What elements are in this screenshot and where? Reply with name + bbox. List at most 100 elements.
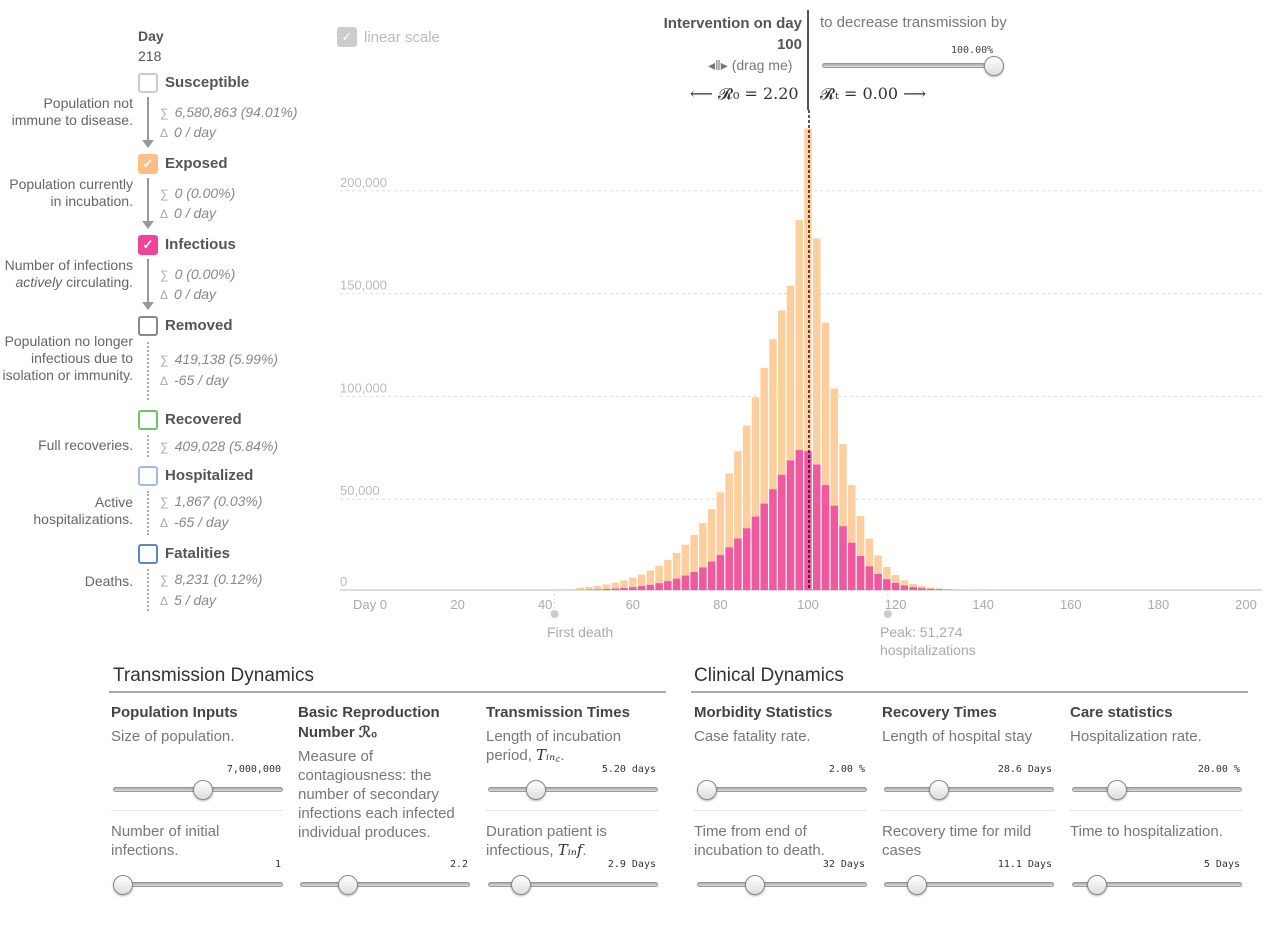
- infectious-bar: [646, 584, 655, 590]
- x-tick-label: 40: [538, 597, 552, 612]
- mild-recovery-slider[interactable]: 11.1 Days: [884, 859, 1054, 895]
- peak-label-line2: hospitalizations: [880, 642, 976, 658]
- flow-arrow: [147, 178, 149, 222]
- slider-thumb[interactable]: [192, 780, 213, 800]
- exposed-bar: [848, 485, 856, 590]
- r0-label: ⟵ 𝓡₀ = 2.20: [690, 84, 799, 103]
- decrease-transmission-value: 100.00%: [951, 45, 994, 56]
- slider-thumb[interactable]: [697, 780, 717, 800]
- sum-icon: ∑: [160, 573, 169, 587]
- transmission-times-heading: Transmission Times: [486, 704, 630, 721]
- flow-dotted-line: [147, 491, 149, 535]
- removed-checkbox[interactable]: [138, 316, 158, 336]
- basic-reproduction-panel: Basic Reproduction Number ℛ₀ Measure of …: [298, 700, 470, 842]
- hospitalized-checkbox[interactable]: [138, 466, 158, 486]
- infectious-bar: [891, 583, 900, 590]
- y-tick-label: 50,000: [340, 483, 380, 498]
- peak-marker: [883, 610, 892, 618]
- hospitalization-rate-value: 20.00 %: [1197, 764, 1240, 775]
- incubation-period-slider[interactable]: 5.20 days: [488, 764, 658, 800]
- intervention-drag-handle[interactable]: ◂‖▸ (drag me): [708, 57, 792, 74]
- infectious-bar: [655, 583, 663, 590]
- time-to-death-slider[interactable]: 32 Days: [697, 859, 867, 895]
- morbidity-statistics-heading: Morbidity Statistics: [694, 704, 833, 721]
- x-tick-label: 140: [972, 597, 994, 612]
- slider-thumb[interactable]: [929, 780, 949, 800]
- exposed-checkbox[interactable]: ✓: [138, 154, 158, 174]
- hospitalized-sum: ∑ 1,867 (0.03%): [160, 493, 263, 509]
- incubation-period-value: 5.20 days: [601, 764, 656, 775]
- delta-icon: Δ: [160, 207, 169, 221]
- slider-thumb[interactable]: [1087, 875, 1107, 895]
- x-tick-label: 20: [450, 597, 464, 612]
- initial-infections-slider[interactable]: 1: [113, 859, 283, 895]
- slider-thumb[interactable]: [510, 875, 531, 895]
- recovery-times-panel: Recovery Times Length of hospital stay: [882, 700, 1054, 746]
- compartment-legend: Day 218 Susceptible Population not immun…: [0, 0, 330, 620]
- x-tick-label: 60: [626, 597, 640, 612]
- recovered-label: Recovered: [165, 411, 242, 428]
- infectious-bar: [742, 528, 751, 590]
- recovered-sum: ∑ 409,028 (5.84%): [160, 438, 279, 454]
- case-fatality-slider[interactable]: 2.00 %: [697, 764, 867, 800]
- fatalities-checkbox[interactable]: [138, 544, 158, 564]
- recovered-desc: Full recoveries.: [38, 437, 133, 453]
- intervention-day: 100: [776, 36, 802, 53]
- sum-icon: ∑: [160, 268, 169, 282]
- slider-thumb[interactable]: [337, 875, 358, 895]
- transmission-times-panel: Transmission Times Length of incubation …: [486, 700, 658, 765]
- exposed-bar: [751, 397, 760, 590]
- y-tick-label: 150,000: [340, 278, 387, 293]
- infectious-bar: [734, 538, 742, 590]
- hospital-stay-slider[interactable]: 28.6 Days: [884, 764, 1054, 800]
- linear-scale-checkbox[interactable]: ✓: [337, 27, 357, 47]
- hospitalization-rate-slider[interactable]: 20.00 %: [1072, 764, 1242, 800]
- exposed-bar: [760, 367, 768, 590]
- arrow-down-icon: [142, 221, 154, 229]
- flow-dotted-line: [147, 435, 149, 457]
- basic-reproduction-heading: Basic Reproduction Number ℛ₀: [298, 704, 440, 741]
- exposed-bar: [830, 388, 839, 590]
- exposed-label: Exposed: [165, 155, 228, 172]
- infectious-bar: [725, 547, 733, 590]
- row-divider: [882, 810, 1054, 811]
- flow-dotted-line: [147, 569, 149, 611]
- infectious-duration-slider[interactable]: 2.9 Days: [488, 859, 658, 895]
- infectious-bar: [602, 588, 611, 590]
- y-tick-label: 0: [340, 574, 347, 589]
- slider-thumb[interactable]: [1106, 780, 1127, 800]
- population-size-slider[interactable]: 7,000,000: [113, 764, 283, 800]
- exposed-bar: [672, 552, 681, 590]
- r0-slider[interactable]: 2.2: [300, 859, 470, 895]
- infectious-bar: [900, 585, 909, 590]
- time-to-hospitalization-slider[interactable]: 5 Days: [1072, 859, 1242, 895]
- infectious-bar: [874, 573, 882, 590]
- mild-recovery-value: 11.1 Days: [997, 859, 1052, 870]
- infectious-bar: [821, 485, 830, 590]
- x-tick-label: 100: [797, 597, 819, 612]
- exposed-bar: [742, 425, 751, 590]
- infectious-bar: [760, 503, 768, 590]
- infectious-bar: [672, 578, 681, 590]
- slider-thumb[interactable]: [906, 875, 927, 895]
- susceptible-checkbox[interactable]: [138, 73, 158, 93]
- infectious-checkbox[interactable]: ✓: [138, 235, 158, 255]
- fatalities-label: Fatalities: [165, 545, 231, 562]
- slider-thumb[interactable]: [113, 875, 133, 895]
- sum-icon: ∑: [160, 187, 169, 201]
- exposed-bar: [804, 128, 812, 591]
- clinical-dynamics-title: Clinical Dynamics: [694, 665, 844, 686]
- slider-thumb[interactable]: [984, 56, 1004, 76]
- exposed-bar: [699, 523, 707, 590]
- recovered-checkbox[interactable]: [138, 410, 158, 430]
- infectious-bar: [594, 589, 602, 590]
- decrease-transmission-slider[interactable]: [822, 56, 1004, 76]
- exposed-bar: [891, 574, 900, 590]
- slider-thumb[interactable]: [745, 875, 765, 895]
- slider-thumb[interactable]: [525, 780, 546, 800]
- exposed-bar: [576, 587, 584, 590]
- sum-icon: ∑: [160, 440, 169, 454]
- transmission-dynamics-title: Transmission Dynamics: [113, 665, 314, 686]
